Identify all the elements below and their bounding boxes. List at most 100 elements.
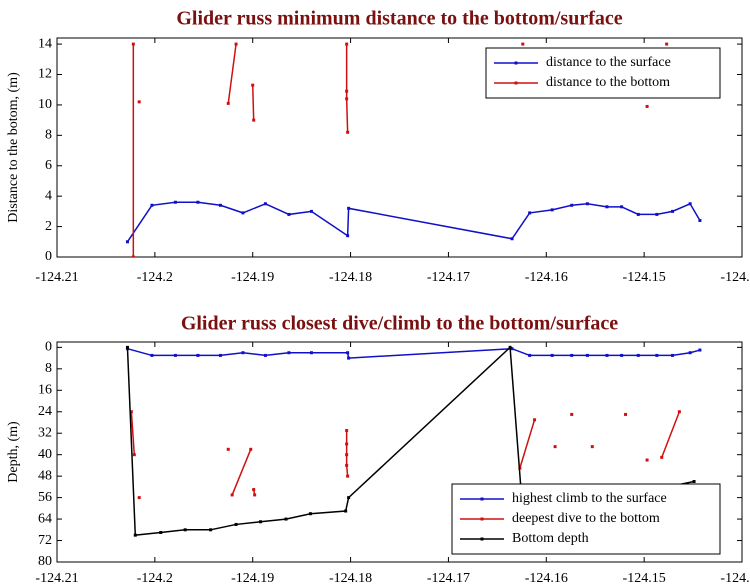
- marker: [234, 42, 238, 46]
- legend-box: [485, 47, 721, 99]
- chart-title: Glider russ closest dive/climb to the bo…: [181, 313, 618, 335]
- marker: [150, 203, 154, 207]
- y-tick-label: 16: [38, 383, 52, 398]
- legend-marker: [480, 497, 484, 501]
- x-tick-label: -124.18: [329, 571, 372, 586]
- marker: [259, 520, 263, 524]
- y-tick-label: 56: [38, 490, 52, 505]
- marker: [665, 42, 669, 46]
- x-tick-label: -124.17: [427, 270, 470, 285]
- y-tick-label: 12: [38, 67, 52, 82]
- marker: [347, 206, 351, 210]
- marker: [660, 455, 664, 459]
- marker: [655, 353, 659, 357]
- marker: [533, 418, 537, 422]
- marker: [287, 212, 291, 216]
- y-tick-label: 8: [45, 128, 52, 143]
- marker: [624, 412, 628, 416]
- marker: [287, 351, 291, 355]
- marker: [671, 353, 675, 357]
- marker: [226, 447, 230, 451]
- marker: [253, 493, 257, 497]
- marker: [137, 100, 141, 104]
- marker: [131, 255, 135, 257]
- legend-label: deepest dive to the bottom: [512, 511, 660, 526]
- y-tick-label: 0: [45, 340, 52, 355]
- legend-marker: [480, 537, 484, 541]
- marker: [345, 89, 349, 93]
- marker: [698, 348, 702, 352]
- marker: [132, 453, 136, 457]
- series-line: [231, 449, 252, 496]
- marker: [241, 351, 245, 355]
- x-tick-label: -124.21: [35, 270, 78, 285]
- marker: [263, 353, 267, 357]
- y-tick-label: 6: [45, 158, 52, 173]
- marker: [252, 488, 256, 492]
- marker: [183, 528, 187, 532]
- y-tick-label: 32: [38, 425, 52, 440]
- marker: [346, 234, 350, 238]
- marker: [605, 205, 609, 209]
- marker: [528, 353, 532, 357]
- marker: [344, 509, 348, 513]
- marker: [308, 512, 312, 516]
- marker: [249, 447, 253, 451]
- y-tick-label: 2: [45, 219, 52, 234]
- marker: [521, 42, 525, 46]
- marker: [346, 474, 350, 478]
- series-line: [251, 85, 255, 121]
- marker: [241, 211, 245, 215]
- y-axis-label: Distance to the botom, (m): [6, 72, 21, 223]
- marker: [570, 203, 574, 207]
- marker: [345, 429, 349, 433]
- marker: [550, 353, 554, 357]
- marker: [553, 445, 557, 449]
- x-tick-label: -124.14: [720, 270, 750, 285]
- marker: [125, 345, 129, 349]
- series-line: [519, 419, 536, 469]
- marker: [550, 208, 554, 212]
- plot-area: [125, 42, 702, 257]
- marker: [230, 493, 234, 497]
- legend-marker: [514, 81, 518, 85]
- legend-marker: [480, 517, 484, 521]
- x-tick-label: -124.19: [231, 270, 274, 285]
- marker: [196, 200, 200, 204]
- marker: [345, 42, 349, 46]
- x-tick-label: -124.17: [427, 571, 470, 586]
- marker: [692, 480, 696, 484]
- x-tick-label: -124.15: [623, 270, 666, 285]
- x-tick-label: -124.18: [329, 270, 372, 285]
- legend-marker: [514, 61, 518, 65]
- y-tick-label: 72: [38, 533, 52, 548]
- marker: [645, 458, 649, 462]
- marker: [528, 211, 532, 215]
- plot-frame: [56, 37, 743, 258]
- legend-label: distance to the bottom: [546, 75, 670, 90]
- marker: [345, 463, 349, 467]
- marker: [345, 97, 349, 101]
- marker: [510, 237, 514, 241]
- marker: [585, 353, 589, 357]
- series-line: [127, 347, 701, 359]
- marker: [252, 118, 256, 122]
- marker: [137, 496, 141, 500]
- y-tick-label: 8: [45, 361, 52, 376]
- marker: [173, 200, 177, 204]
- series-line: [345, 44, 349, 133]
- x-tick-label: -124.15: [623, 571, 666, 586]
- marker: [218, 353, 222, 357]
- marker: [284, 517, 288, 521]
- marker: [218, 203, 222, 207]
- marker: [677, 410, 681, 414]
- marker: [570, 353, 574, 357]
- x-tick-label: -124.14: [720, 571, 750, 586]
- marker: [234, 522, 238, 526]
- marker: [173, 353, 177, 357]
- y-tick-label: 4: [45, 188, 52, 203]
- marker: [346, 351, 350, 355]
- y-tick-label: 64: [38, 511, 52, 526]
